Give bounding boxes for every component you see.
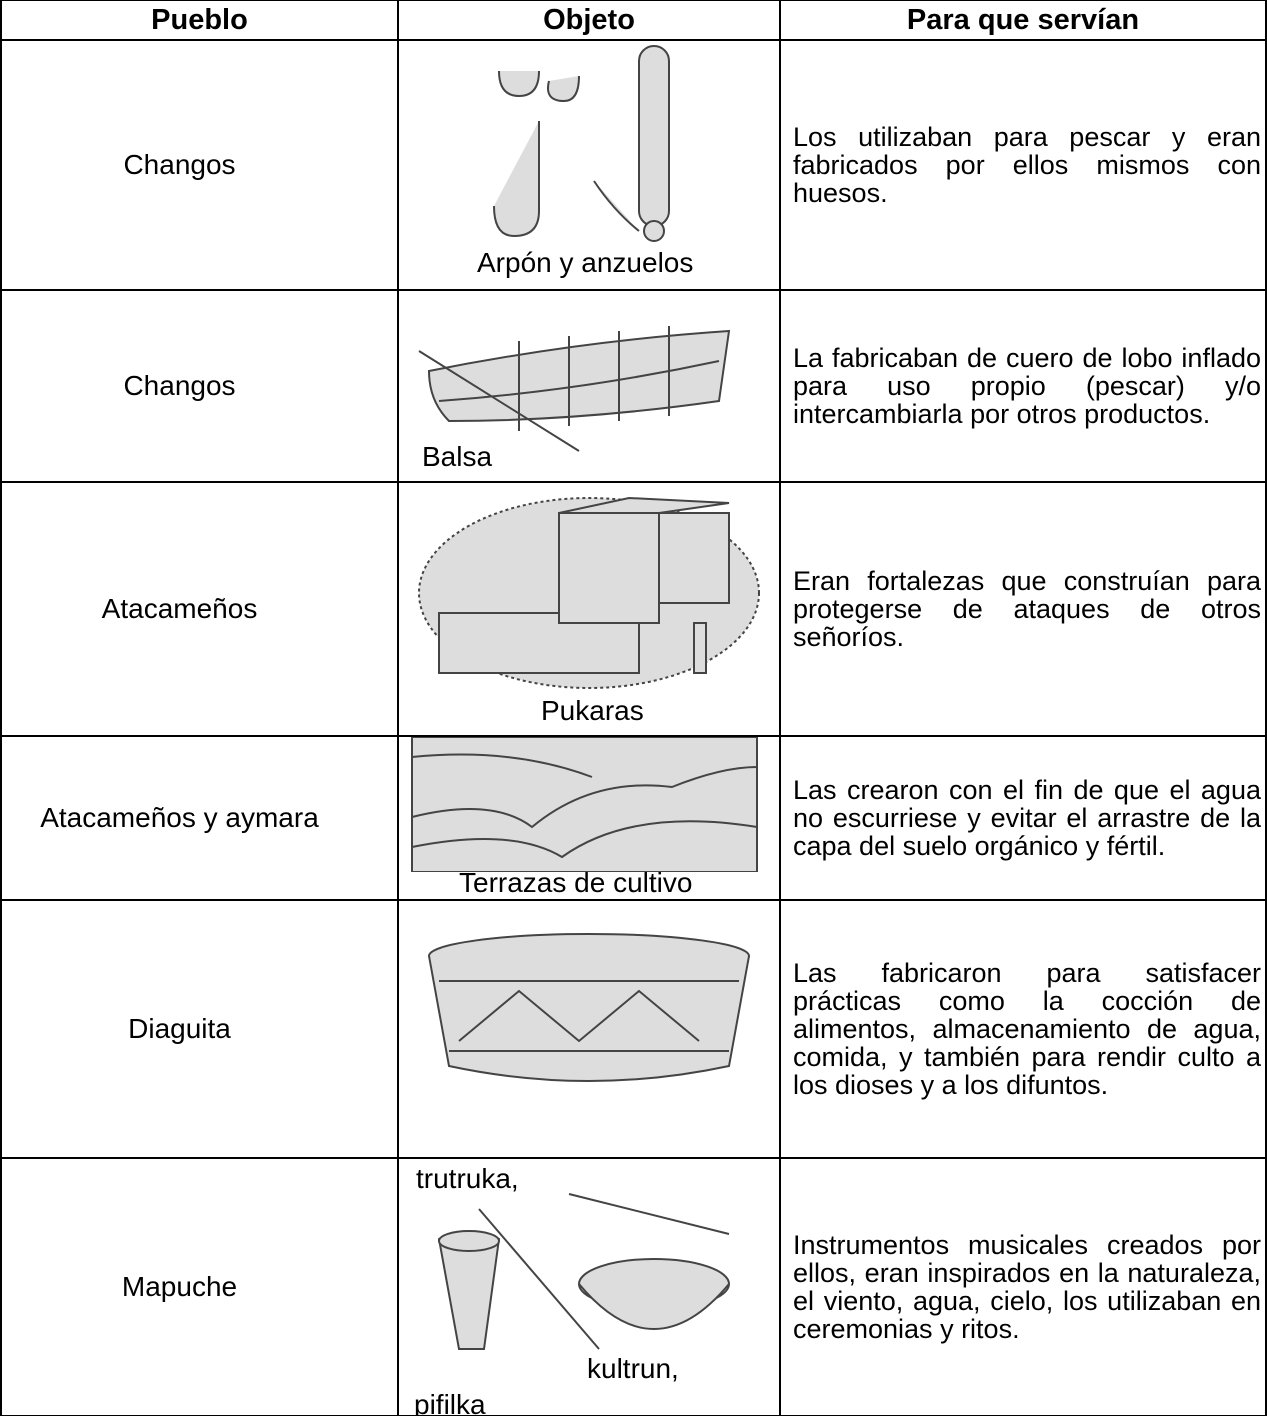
raft-drawing (418, 326, 731, 452)
bowl-drawing (428, 933, 750, 1082)
objeto-caption: pifilka (414, 1389, 486, 1415)
descripcion-cell: Instrumentos musicales creados por ellos… (781, 1159, 1265, 1415)
descripcion-text: Eran fortalezas que construían para prot… (793, 566, 1261, 652)
objeto-cell: Terrazas de cultivo (399, 737, 779, 899)
descripcion-text: La fabricaban de cuero de lobo inflado p… (793, 343, 1261, 429)
objeto-caption: Pukaras (541, 695, 644, 726)
header-cell: Para que servían (781, 1, 1265, 39)
pueblo-cell: Atacameños (2, 483, 397, 735)
header-cell: Objeto (399, 1, 779, 39)
pueblo-cell: Mapuche (2, 1159, 397, 1415)
header-cell: Pueblo (2, 1, 397, 39)
descripcion-cell: Los utilizaban para pescar y eran fabric… (781, 41, 1265, 289)
pueblo-cell: Atacameños y aymara (2, 737, 397, 899)
objeto-caption: trutruka, (416, 1163, 519, 1194)
descripcion-text: Las fabricaron para satisfacer prácticas… (793, 958, 1261, 1100)
objeto-caption: kultrun, (587, 1353, 679, 1384)
descripcion-text: Instrumentos musicales creados por ellos… (793, 1230, 1261, 1344)
pukara-drawing (418, 496, 760, 689)
terraces-drawing (411, 737, 758, 872)
objeto-cell: Pukaras (399, 483, 779, 735)
pueblo-cell: Changos (2, 291, 397, 481)
objeto-cell: Arpón y anzuelos (399, 41, 779, 289)
descripcion-cell: La fabricaban de cuero de lobo inflado p… (781, 291, 1265, 481)
objeto-caption: Arpón y anzuelos (477, 247, 694, 278)
objeto-caption: Terrazas de cultivo (459, 867, 693, 898)
descripcion-text: Los utilizaban para pescar y eran fabric… (793, 122, 1261, 208)
objeto-cell: trutruka, kultrun, pifilka (399, 1159, 779, 1415)
pueblo-cell: Diaguita (2, 901, 397, 1157)
objeto-cell (399, 901, 779, 1157)
pueblo-cell: Changos (2, 41, 397, 289)
instruments-drawing (437, 1193, 730, 1350)
descripcion-text: Las crearon con el fin de que el agua no… (793, 775, 1261, 861)
harpoon-drawing (493, 45, 670, 242)
descripcion-cell: Eran fortalezas que construían para prot… (781, 483, 1265, 735)
descripcion-cell: Las crearon con el fin de que el agua no… (781, 737, 1265, 899)
objeto-cell: Balsa (399, 291, 779, 481)
objeto-caption: Balsa (422, 441, 493, 472)
descripcion-cell: Las fabricaron para satisfacer prácticas… (781, 901, 1265, 1157)
